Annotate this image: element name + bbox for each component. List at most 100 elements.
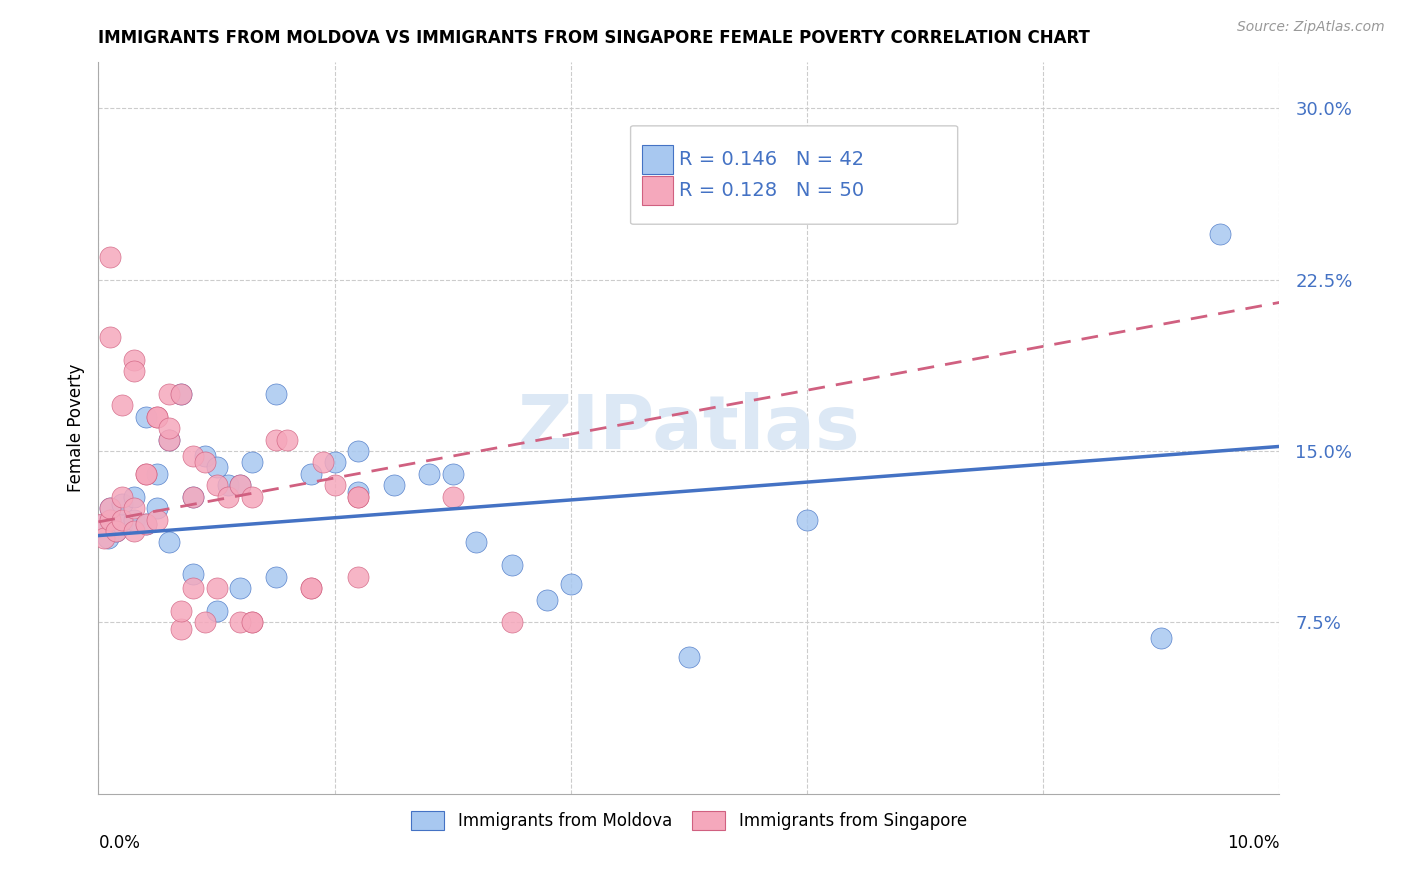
Point (170, 387, 193, 401)
Text: 10.0%: 10.0% (1227, 834, 1279, 852)
Point (240, 615, 263, 630)
Point (157, 433, 180, 447)
Point (299, 467, 322, 481)
Point (146, 512, 169, 526)
Point (98, 501, 121, 516)
Point (135, 467, 157, 481)
Point (1150, 632, 1173, 646)
Point (323, 478, 346, 492)
Point (98, 512, 121, 526)
Point (135, 517, 157, 532)
Point (157, 535, 180, 549)
Text: R = 0.128   N = 50: R = 0.128 N = 50 (679, 181, 865, 201)
Point (796, 512, 818, 526)
Legend: Immigrants from Moldova, Immigrants from Singapore: Immigrants from Moldova, Immigrants from… (405, 805, 973, 837)
Point (111, 497, 134, 511)
Point (122, 512, 145, 526)
Point (91, 517, 114, 532)
Point (111, 512, 134, 526)
Point (217, 490, 239, 504)
Point (97, 531, 120, 545)
Point (111, 517, 134, 532)
Point (135, 409, 157, 424)
Point (146, 467, 169, 481)
Point (441, 467, 464, 481)
Point (181, 567, 204, 582)
Point (157, 387, 180, 401)
Y-axis label: Female Poverty: Female Poverty (66, 364, 84, 492)
Point (194, 449, 217, 463)
Point (264, 433, 287, 447)
Point (157, 421, 180, 435)
Point (122, 501, 145, 516)
Point (135, 517, 157, 532)
Point (122, 364, 145, 378)
Point (240, 615, 263, 630)
Point (170, 604, 193, 618)
Text: R = 0.146   N = 42: R = 0.146 N = 42 (679, 150, 865, 169)
Point (678, 649, 700, 664)
Point (323, 455, 346, 469)
Point (299, 581, 322, 595)
Text: 0.0%: 0.0% (98, 834, 141, 852)
Point (146, 409, 169, 424)
Point (229, 478, 252, 492)
Point (170, 387, 193, 401)
Point (264, 387, 287, 401)
Point (105, 524, 128, 538)
Point (229, 581, 252, 595)
Point (111, 490, 134, 504)
Point (98, 501, 121, 516)
Point (205, 478, 228, 492)
Point (181, 490, 204, 504)
Point (240, 455, 263, 469)
Point (501, 558, 523, 573)
Text: IMMIGRANTS FROM MOLDOVA VS IMMIGRANTS FROM SINGAPORE FEMALE POVERTY CORRELATION : IMMIGRANTS FROM MOLDOVA VS IMMIGRANTS FR… (98, 29, 1090, 47)
Text: Source: ZipAtlas.com: Source: ZipAtlas.com (1237, 20, 1385, 34)
Point (146, 501, 169, 516)
Point (1209, 227, 1232, 241)
Point (122, 352, 145, 367)
Text: ZIPatlas: ZIPatlas (517, 392, 860, 465)
Point (93, 517, 115, 532)
Point (135, 467, 157, 481)
Point (347, 490, 370, 504)
Point (465, 535, 488, 549)
Point (205, 581, 228, 595)
Point (105, 524, 128, 538)
Point (441, 490, 464, 504)
Point (98, 330, 121, 344)
Point (122, 490, 145, 504)
Point (276, 433, 298, 447)
Point (312, 455, 335, 469)
Point (93, 531, 115, 545)
Point (264, 570, 287, 584)
Point (382, 478, 405, 492)
Point (536, 592, 558, 607)
Point (122, 524, 145, 538)
Point (347, 490, 370, 504)
Point (181, 581, 204, 595)
Point (501, 615, 523, 630)
Point (560, 576, 582, 591)
Point (205, 460, 228, 475)
Point (146, 409, 169, 424)
Point (205, 604, 228, 618)
Point (229, 615, 252, 630)
Point (170, 623, 193, 637)
Point (157, 433, 180, 447)
Point (194, 615, 217, 630)
Point (194, 455, 217, 469)
Point (418, 467, 440, 481)
Point (229, 478, 252, 492)
Point (181, 490, 204, 504)
Point (98, 250, 121, 264)
Point (347, 485, 370, 500)
Point (111, 398, 134, 412)
Point (98, 512, 121, 526)
Point (181, 449, 204, 463)
Point (217, 478, 239, 492)
Point (240, 490, 263, 504)
Point (299, 581, 322, 595)
Point (347, 570, 370, 584)
